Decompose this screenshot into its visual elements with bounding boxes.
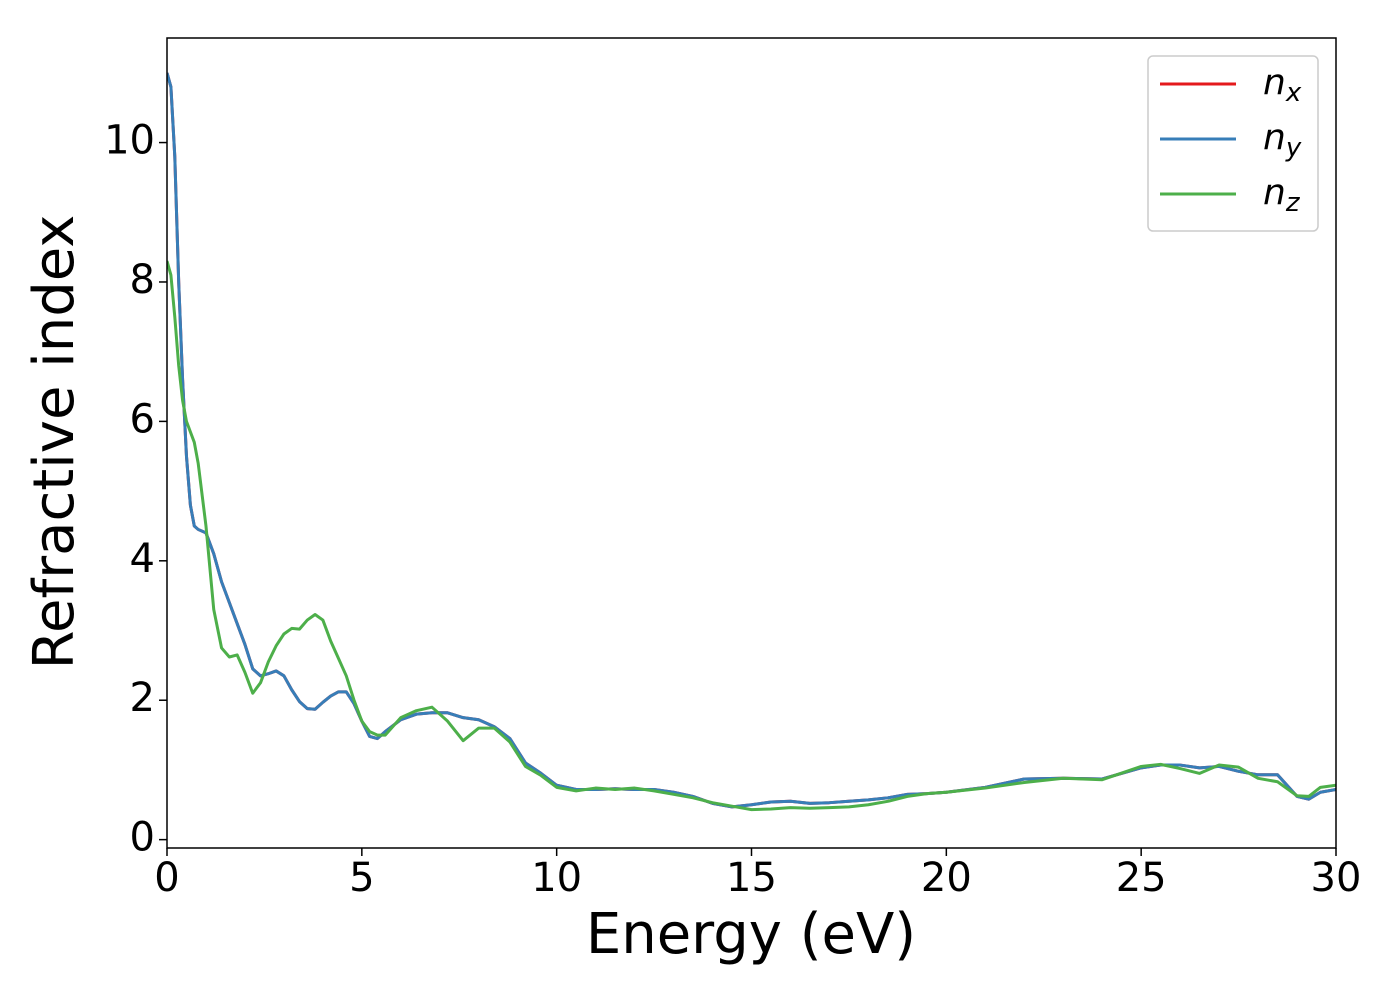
x-tick-label: 25 xyxy=(1116,855,1167,901)
series-line xyxy=(167,260,1336,812)
legend-box xyxy=(1147,55,1319,232)
x-tick-label: 30 xyxy=(1311,855,1362,901)
y-tick-label: 6 xyxy=(130,396,155,442)
x-tick-label: 0 xyxy=(154,855,179,901)
x-axis-label: Energy (eV) xyxy=(586,902,916,967)
y-tick-label: 4 xyxy=(130,536,155,582)
x-tick-label: 20 xyxy=(921,855,972,901)
legend-label: nx xyxy=(1263,62,1302,108)
y-tick-label: 0 xyxy=(130,815,155,861)
x-tick-label: 15 xyxy=(726,855,777,901)
legend-label: ny xyxy=(1263,117,1302,163)
x-tick-label: 5 xyxy=(349,855,374,901)
plot-frame xyxy=(166,37,1337,849)
y-tick-label: 2 xyxy=(130,675,155,721)
y-tick-label: 10 xyxy=(104,118,155,164)
legend-label: nz xyxy=(1263,172,1301,218)
x-tick-label: 10 xyxy=(531,855,582,901)
y-tick-label: 8 xyxy=(130,257,155,303)
y-axis-label: Refractive index xyxy=(22,215,87,670)
